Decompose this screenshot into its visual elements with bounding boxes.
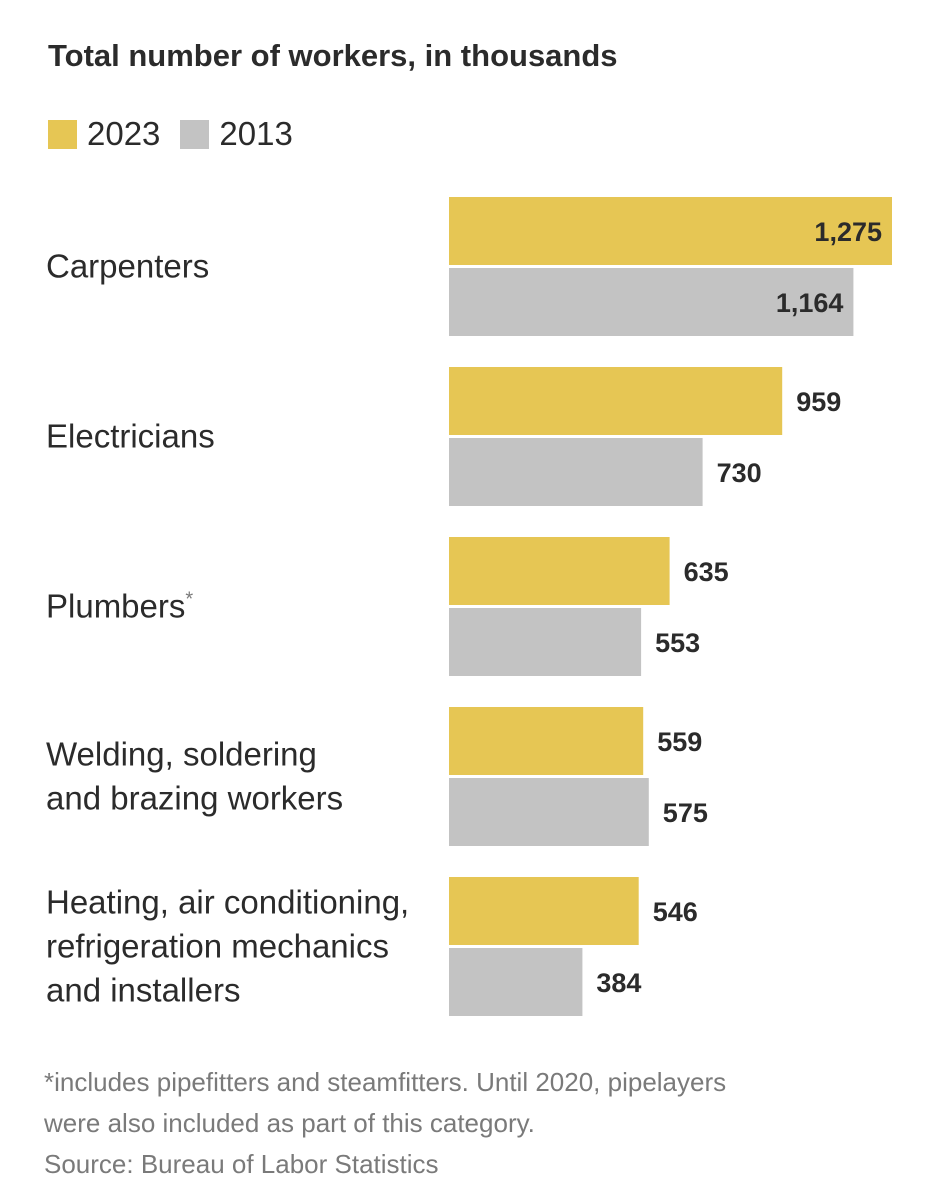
category-label-4-0: Heating, air conditioning, bbox=[46, 884, 409, 921]
footnote-line-2: were also included as part of this categ… bbox=[44, 1108, 535, 1138]
category-label-3-1: and brazing workers bbox=[46, 780, 343, 817]
category-label-2-0: Plumbers* bbox=[46, 588, 193, 625]
bar-2013-4 bbox=[449, 948, 583, 1016]
legend-swatch-2023 bbox=[48, 119, 77, 149]
value-label-2013-4: 384 bbox=[596, 968, 641, 998]
bar-2023-0 bbox=[449, 197, 892, 265]
bar-2023-1 bbox=[449, 367, 783, 435]
bar-2013-1 bbox=[449, 438, 703, 506]
legend-label-2023: 2023 bbox=[87, 115, 161, 152]
value-label-2023-3: 559 bbox=[657, 727, 702, 757]
value-label-2023-4: 546 bbox=[653, 897, 698, 927]
bar-2023-4 bbox=[449, 877, 639, 945]
category-label-4-2: and installers bbox=[46, 972, 240, 1009]
bar-2023-3 bbox=[449, 707, 644, 775]
footnotes: *includes pipefitters and steamfitters. … bbox=[44, 1062, 904, 1185]
bar-chart: Carpenters 1,275 1,164 Electricians 959 730 Pl… bbox=[46, 197, 892, 1016]
bar-2013-3 bbox=[449, 778, 649, 846]
category-label-1-0: Electricians bbox=[46, 418, 215, 455]
value-label-2023-1: 959 bbox=[796, 387, 841, 417]
value-label-2013-0: 1,164 bbox=[776, 288, 844, 318]
legend-item-2023: 2023 bbox=[48, 115, 160, 153]
source-note: Source: Bureau of Labor Statistics bbox=[44, 1149, 439, 1179]
legend-swatch-2013 bbox=[180, 119, 210, 149]
chart-title: Total number of workers, in thousands bbox=[48, 38, 618, 73]
legend-item-2013: 2013 bbox=[180, 115, 293, 153]
legend: 2023 2013 bbox=[48, 114, 313, 154]
value-label-2013-3: 575 bbox=[663, 798, 708, 828]
bar-2013-0 bbox=[449, 268, 854, 336]
value-label-2023-0: 1,275 bbox=[814, 217, 882, 247]
value-label-2023-2: 635 bbox=[684, 557, 729, 587]
value-label-2013-2: 553 bbox=[655, 628, 700, 658]
category-label-0-0: Carpenters bbox=[46, 248, 209, 285]
category-label-4-1: refrigeration mechanics bbox=[46, 928, 389, 965]
legend-label-2013: 2013 bbox=[219, 115, 293, 152]
value-label-2013-1: 730 bbox=[717, 458, 762, 488]
bar-2013-2 bbox=[449, 608, 642, 676]
footnote-line-1: *includes pipefitters and steamfitters. … bbox=[44, 1067, 727, 1097]
category-label-3-0: Welding, soldering bbox=[46, 736, 317, 773]
bar-2023-2 bbox=[449, 537, 670, 605]
